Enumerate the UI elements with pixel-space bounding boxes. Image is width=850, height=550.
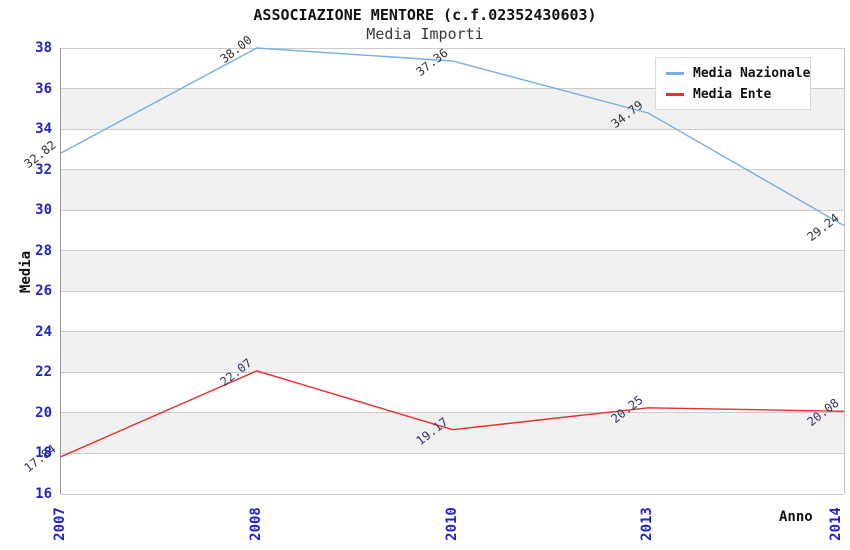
y-tick-label: 34 [35, 121, 52, 138]
gridline [61, 88, 844, 90]
plot-band [61, 291, 844, 332]
y-tick-label: 16 [35, 486, 52, 502]
x-tick-label: 2007 [52, 507, 68, 541]
plot-band [61, 169, 844, 211]
gridline [61, 169, 844, 171]
plot-band [61, 129, 844, 170]
plot-band [61, 250, 844, 292]
legend-label: Media Nazionale [693, 65, 811, 81]
series-line-1 [60, 370, 845, 458]
y-tick-label: 38 [35, 40, 52, 56]
y-tick-label: 36 [35, 80, 52, 97]
media-ente-line-swatch [666, 92, 684, 96]
gridline [61, 412, 844, 414]
y-tick-label: 20 [35, 404, 52, 421]
gridline [61, 371, 844, 373]
x-axis-title: Anno [779, 509, 813, 525]
x-tick-label: 2014 [828, 507, 844, 541]
x-tick-label: 2010 [443, 507, 460, 541]
y-tick-label: 24 [35, 323, 52, 340]
y-tick-label: 26 [35, 283, 52, 300]
gridline [61, 493, 844, 495]
chart-subtitle: Media Importi [366, 25, 484, 43]
y-tick-label: 32 [35, 161, 52, 178]
series-line-0 [60, 47, 845, 227]
gridline [61, 290, 844, 292]
legend: Media Nazionale Media Ente [655, 57, 811, 110]
y-tick-label: 18 [35, 445, 52, 462]
gridline [61, 128, 844, 130]
gridline [61, 47, 844, 49]
x-tick-label: 2013 [639, 507, 656, 541]
gridline [61, 209, 844, 211]
y-tick-label: 30 [35, 202, 52, 219]
legend-item-media-nazionale: Media Nazionale [666, 65, 810, 81]
plot-band [61, 412, 844, 454]
legend-label: Media Ente [693, 86, 772, 102]
gridline [61, 331, 844, 333]
gridline [61, 250, 844, 252]
chart-title: ASSOCIAZIONE MENTORE (c.f.02352430603) [253, 6, 597, 24]
plot-band [61, 210, 844, 251]
plot-band [61, 372, 844, 413]
y-tick-label: 28 [35, 242, 52, 259]
plot-area: 32.82 38.00 37.36 34.79 29.24 17.84 22.07 19.17… [22, 33, 845, 495]
gridline [61, 452, 844, 454]
legend-item-media-ente: Media Ente [666, 86, 802, 102]
media-nazionale-line-swatch [666, 71, 684, 75]
y-tick-label: 22 [35, 364, 52, 381]
plot-band [61, 453, 844, 494]
plot-band [61, 331, 844, 373]
x-tick-label: 2008 [247, 507, 264, 541]
